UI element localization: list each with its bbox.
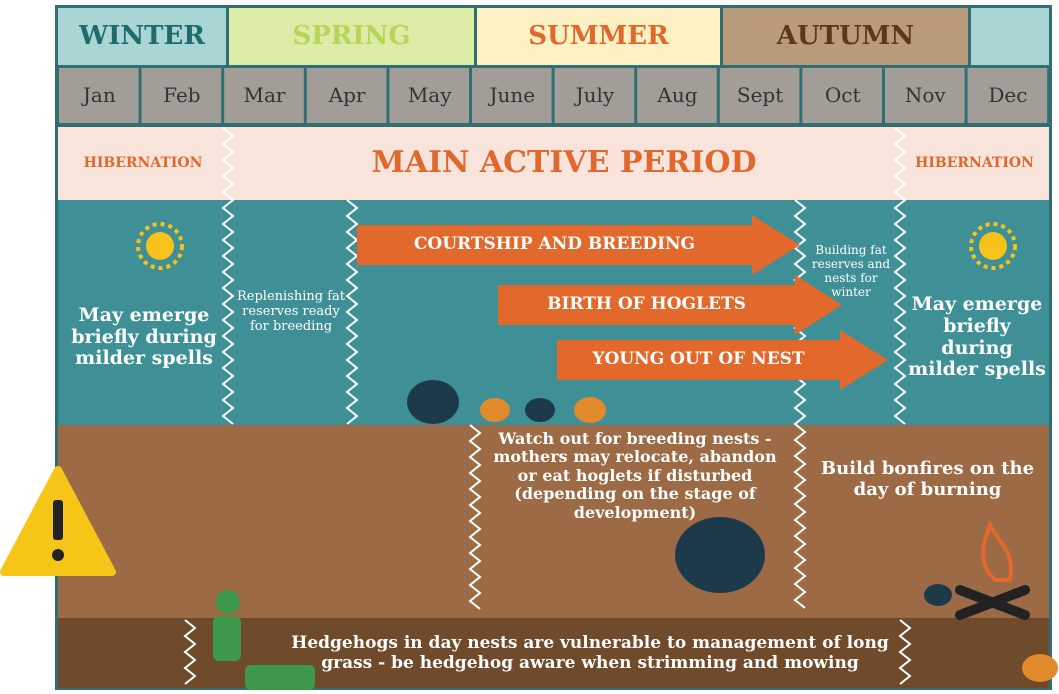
warning-dot [52, 549, 64, 561]
season-label: SUMMER [477, 8, 720, 65]
sun-disc [146, 232, 174, 260]
hedgehog [480, 398, 510, 422]
hedgehog [1022, 654, 1058, 682]
month-label: June [471, 68, 554, 123]
period-label: MAIN ACTIVE PERIOD [228, 127, 900, 200]
month-label: July [554, 68, 637, 123]
person-body [213, 616, 241, 661]
month-label: Mar [223, 68, 306, 123]
season-label: AUTUMN [723, 8, 968, 65]
hedgehog [525, 398, 555, 422]
season-label: WINTER [58, 8, 226, 65]
hedgehog [407, 380, 459, 424]
month-label: Oct [801, 68, 884, 123]
hedgehog [574, 397, 606, 423]
infographic: WINTER SPRING SUMMER AUTUMN JanFebMarApr… [0, 0, 1059, 694]
person-head [216, 590, 240, 614]
month-label: Sept [719, 68, 802, 123]
activity-text: May emerge briefly during milder spells [62, 285, 226, 390]
month-label: Aug [636, 68, 719, 123]
warning-text: Watch out for breeding nests - mothers m… [485, 430, 785, 600]
season-label: SPRING [229, 8, 474, 65]
month-label: Dec [967, 68, 1050, 123]
activity-text: Building fat reserves and nests for wint… [806, 212, 896, 332]
warning-bar [53, 500, 63, 540]
period-label: HIBERNATION [900, 127, 1049, 200]
activity-text: Replenishing fat reserves ready for bree… [232, 270, 350, 355]
footer-text: Hedgehogs in day nests are vulnerable to… [280, 625, 900, 683]
period-label: HIBERNATION [58, 127, 228, 200]
month-label: May [388, 68, 471, 123]
season-cell [971, 8, 1049, 65]
sun-disc [979, 232, 1007, 260]
month-label: Jan [58, 68, 141, 123]
arrow-label: YOUNG OUT OF NEST [557, 340, 840, 380]
hedgehog [924, 584, 952, 606]
warning-text: Build bonfires on the day of burning [810, 450, 1045, 510]
activity-text: May emerge briefly during milder spells [905, 285, 1049, 390]
arrow-label: BIRTH OF HOGLETS [498, 285, 795, 325]
month-label: Apr [306, 68, 389, 123]
arrow-label: COURTSHIP AND BREEDING [357, 225, 752, 265]
month-label: Nov [884, 68, 967, 123]
month-label: Feb [141, 68, 224, 123]
